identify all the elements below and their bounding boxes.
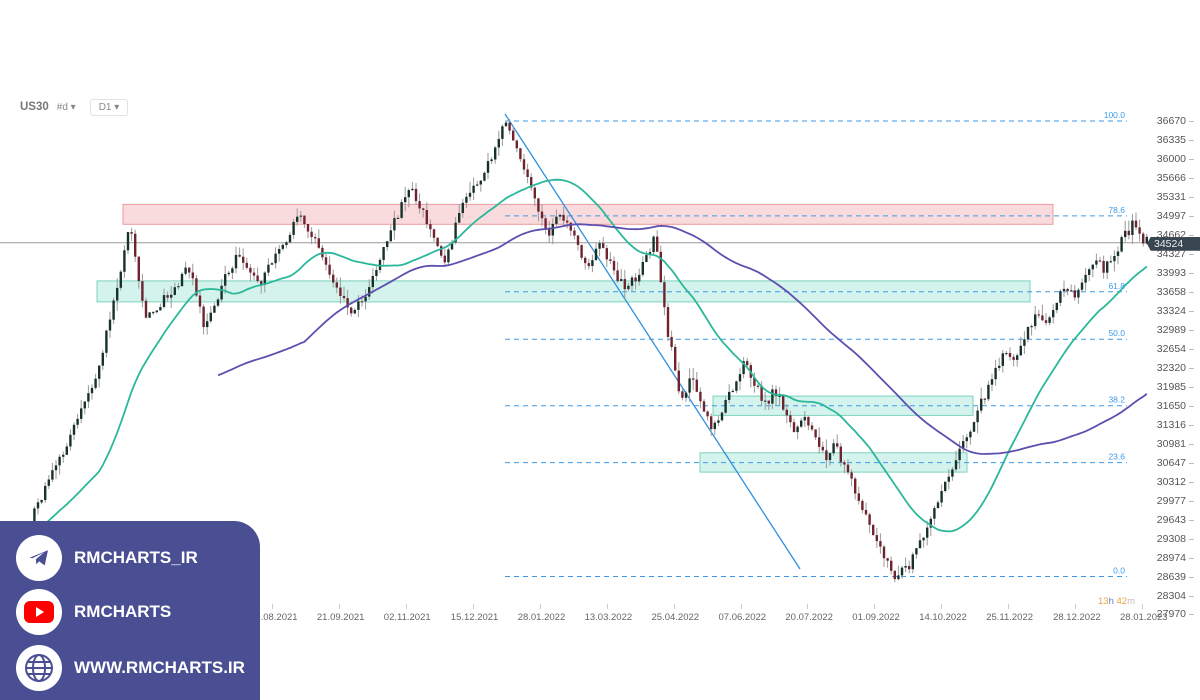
svg-text:50.0: 50.0	[1108, 328, 1125, 338]
svg-text:0.0: 0.0	[1113, 566, 1125, 576]
svg-text:61.8: 61.8	[1108, 281, 1125, 291]
svg-text:23.6: 23.6	[1108, 452, 1125, 462]
svg-text:38.2: 38.2	[1108, 395, 1125, 405]
svg-text:78.6: 78.6	[1108, 205, 1125, 215]
svg-text:100.0: 100.0	[1104, 110, 1126, 120]
